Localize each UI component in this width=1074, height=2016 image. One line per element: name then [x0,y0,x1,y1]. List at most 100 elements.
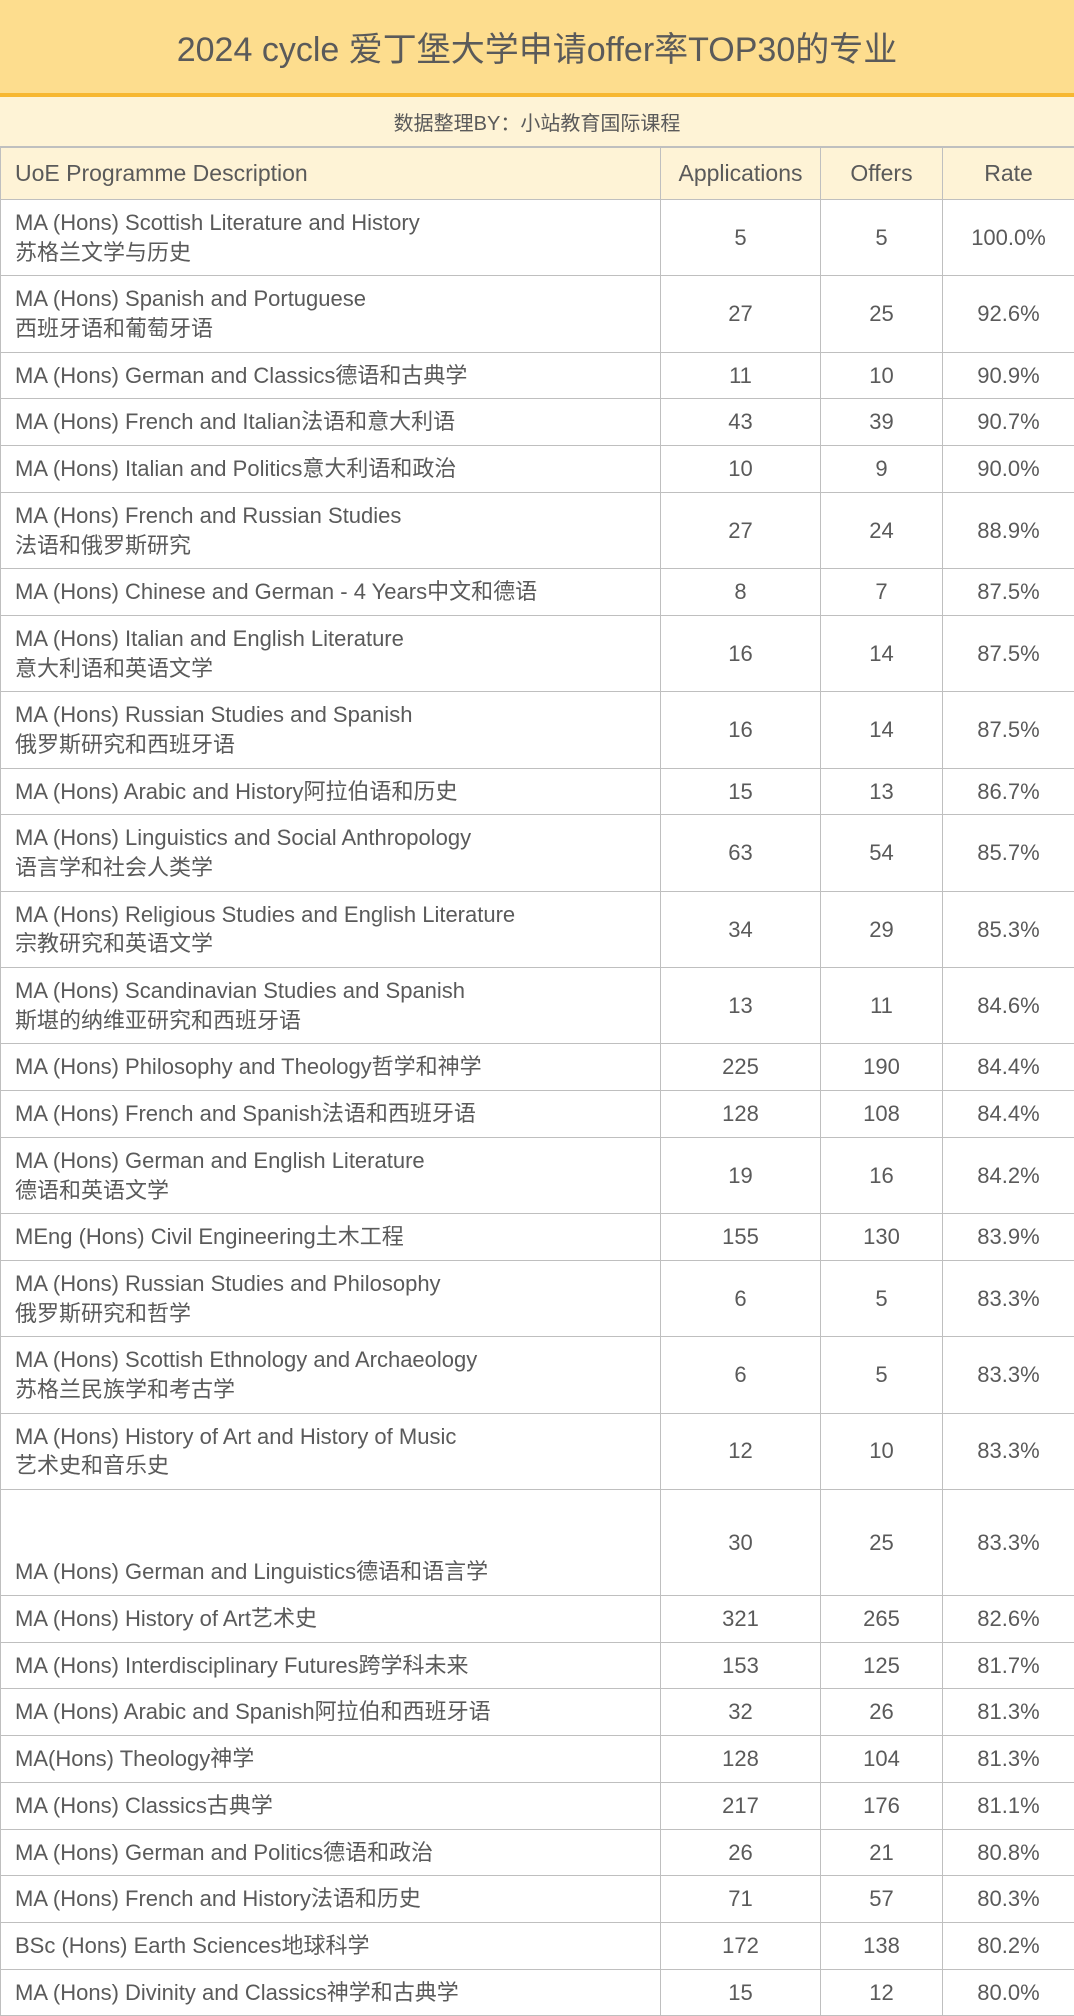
cell-applications: 16 [661,615,821,691]
cell-offers: 138 [821,1922,943,1969]
cell-offers: 10 [821,1413,943,1489]
table-row: MA (Hons) Arabic and History阿拉伯语和历史15138… [1,768,1074,815]
cell-rate: 83.3% [943,1413,1074,1489]
cell-rate: 90.9% [943,352,1074,399]
table-row: MA (Hons) Interdisciplinary Futures跨学科未来… [1,1642,1074,1689]
cell-rate: 81.3% [943,1689,1074,1736]
cell-rate: 84.2% [943,1137,1074,1213]
cell-applications: 321 [661,1596,821,1643]
cell-applications: 5 [661,200,821,276]
cell-applications: 63 [661,815,821,891]
title-row: 2024 cycle 爱丁堡大学申请offer率TOP30的专业 [0,0,1074,97]
table-row: MA (Hons) Philosophy and Theology哲学和神学22… [1,1044,1074,1091]
cell-offers: 5 [821,1337,943,1413]
cell-offers: 25 [821,1490,943,1596]
table-row: MEng (Hons) Civil Engineering土木工程1551308… [1,1214,1074,1261]
cell-applications: 6 [661,1260,821,1336]
cell-description: MA (Hons) Divinity and Classics神学和古典学 [1,1969,661,2016]
cell-applications: 8 [661,569,821,616]
cell-applications: 128 [661,1091,821,1138]
cell-applications: 10 [661,446,821,493]
cell-offers: 13 [821,768,943,815]
col-header-offers: Offers [821,148,943,200]
table-row: MA (Hons) Italian and English Literature… [1,615,1074,691]
cell-offers: 104 [821,1736,943,1783]
table-container: 2024 cycle 爱丁堡大学申请offer率TOP30的专业 数据整理BY：… [0,0,1074,2016]
cell-description: MA (Hons) Scottish Literature and Histor… [1,200,661,276]
cell-description: MA (Hons) Linguistics and Social Anthrop… [1,815,661,891]
cell-description: MA (Hons) Russian Studies and Spanish俄罗斯… [1,692,661,768]
cell-applications: 6 [661,1337,821,1413]
cell-description: MA (Hons) French and Italian法语和意大利语 [1,399,661,446]
table-row: MA (Hons) German and Politics德语和政治262180… [1,1829,1074,1876]
cell-description: MA (Hons) Chinese and German - 4 Years中文… [1,569,661,616]
cell-applications: 26 [661,1829,821,1876]
table-row: MA (Hons) Spanish and Portuguese西班牙语和葡萄牙… [1,276,1074,352]
cell-rate: 90.0% [943,446,1074,493]
cell-applications: 27 [661,492,821,568]
cell-offers: 5 [821,1260,943,1336]
cell-offers: 190 [821,1044,943,1091]
table-row: MA (Hons) German and Classics德语和古典学11109… [1,352,1074,399]
cell-description: MA (Hons) History of Art and History of … [1,1413,661,1489]
table-row: MA(Hons) Theology神学12810481.3% [1,1736,1074,1783]
cell-description: MA (Hons) Arabic and History阿拉伯语和历史 [1,768,661,815]
cell-rate: 83.3% [943,1337,1074,1413]
cell-description: MA (Hons) German and Politics德语和政治 [1,1829,661,1876]
table-row: MA (Hons) Classics古典学21717681.1% [1,1782,1074,1829]
cell-rate: 80.0% [943,1969,1074,2016]
cell-description: MA (Hons) Philosophy and Theology哲学和神学 [1,1044,661,1091]
cell-rate: 87.5% [943,615,1074,691]
cell-description: MA (Hons) Classics古典学 [1,1782,661,1829]
cell-rate: 87.5% [943,692,1074,768]
table-row: MA (Hons) History of Art艺术史32126582.6% [1,1596,1074,1643]
cell-rate: 83.9% [943,1214,1074,1261]
cell-description: MA (Hons) German and Linguistics德语和语言学 [1,1490,661,1596]
cell-rate: 81.7% [943,1642,1074,1689]
cell-applications: 27 [661,276,821,352]
cell-description: MA (Hons) Russian Studies and Philosophy… [1,1260,661,1336]
cell-rate: 82.6% [943,1596,1074,1643]
offer-rate-table: UoE Programme Description Applications O… [0,147,1074,2016]
cell-rate: 87.5% [943,569,1074,616]
cell-description: MA (Hons) Arabic and Spanish阿拉伯和西班牙语 [1,1689,661,1736]
cell-offers: 10 [821,352,943,399]
cell-offers: 7 [821,569,943,616]
cell-rate: 80.8% [943,1829,1074,1876]
cell-applications: 217 [661,1782,821,1829]
cell-description: MA (Hons) French and Russian Studies法语和俄… [1,492,661,568]
table-body: MA (Hons) Scottish Literature and Histor… [1,200,1074,2016]
cell-rate: 84.6% [943,968,1074,1044]
table-header-row: UoE Programme Description Applications O… [1,148,1074,200]
col-header-rate: Rate [943,148,1074,200]
cell-description: MA (Hons) Scottish Ethnology and Archaeo… [1,1337,661,1413]
cell-description: MA (Hons) German and Classics德语和古典学 [1,352,661,399]
table-row: MA (Hons) Russian Studies and Philosophy… [1,1260,1074,1336]
table-row: MA (Hons) Divinity and Classics神学和古典学151… [1,1969,1074,2016]
cell-rate: 80.3% [943,1876,1074,1923]
cell-offers: 57 [821,1876,943,1923]
table-row: MA (Hons) German and Linguistics德语和语言学30… [1,1490,1074,1596]
cell-applications: 13 [661,968,821,1044]
cell-description: MA (Hons) French and History法语和历史 [1,1876,661,1923]
table-row: MA (Hons) Italian and Politics意大利语和政治10 9… [1,446,1074,493]
cell-offers: 11 [821,968,943,1044]
cell-offers: 265 [821,1596,943,1643]
cell-offers: 24 [821,492,943,568]
col-header-description: UoE Programme Description [1,148,661,200]
cell-description: MA (Hons) History of Art艺术史 [1,1596,661,1643]
table-row: MA (Hons) Linguistics and Social Anthrop… [1,815,1074,891]
cell-description: MA (Hons) Italian and Politics意大利语和政治 [1,446,661,493]
table-row: MA (Hons) Chinese and German - 4 Years中文… [1,569,1074,616]
table-row: MA (Hons) Religious Studies and English … [1,891,1074,967]
cell-offers: 21 [821,1829,943,1876]
cell-applications: 30 [661,1490,821,1596]
cell-applications: 71 [661,1876,821,1923]
cell-offers: 14 [821,615,943,691]
cell-applications: 43 [661,399,821,446]
cell-offers: 54 [821,815,943,891]
cell-description: MA (Hons) Religious Studies and English … [1,891,661,967]
cell-rate: 81.3% [943,1736,1074,1783]
cell-description: MEng (Hons) Civil Engineering土木工程 [1,1214,661,1261]
cell-rate: 84.4% [943,1044,1074,1091]
